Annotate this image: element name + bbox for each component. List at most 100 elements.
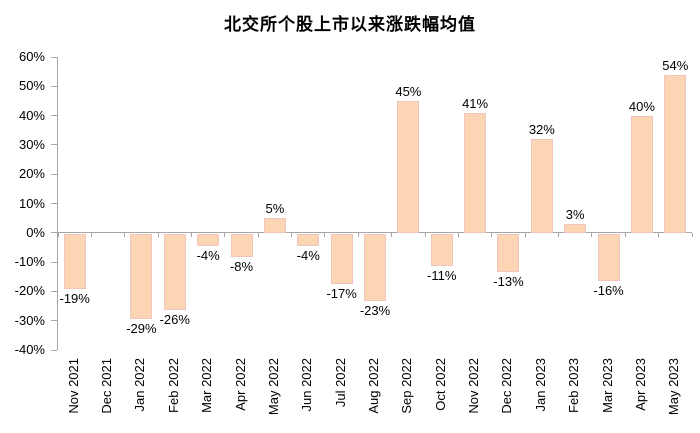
category-tick [190, 232, 192, 237]
y-axis-tick-label: 30% [18, 136, 45, 152]
bar-jan-2022 [130, 233, 153, 319]
x-axis-label-mar-2023: Mar 2023 [599, 358, 615, 413]
x-axis-label-feb-2023: Feb 2023 [566, 358, 582, 413]
y-axis-tick [51, 144, 57, 146]
bar-mar-2023 [597, 233, 620, 281]
y-axis-tick [51, 56, 57, 58]
x-axis-label-jun-2022: Jun 2022 [299, 358, 315, 412]
bar-value-label: -19% [59, 291, 90, 307]
category-tick [324, 232, 326, 237]
x-axis-zero-line [58, 232, 692, 234]
y-axis-tick-label: -20% [14, 283, 45, 299]
y-axis-tick-label: -10% [14, 254, 45, 270]
y-axis-tick-label: -30% [14, 312, 45, 328]
category-tick [124, 232, 126, 237]
bar-dec-2022 [497, 233, 520, 272]
category-tick [457, 232, 459, 237]
bar-jan-2023 [530, 139, 553, 233]
x-axis-label-nov-2021: Nov 2021 [65, 358, 81, 414]
x-axis-label-jan-2022: Jan 2022 [132, 358, 148, 412]
x-axis-label-jul-2022: Jul 2022 [332, 358, 348, 408]
y-axis-tick-label: 40% [18, 107, 45, 123]
y-axis-tick [51, 232, 57, 234]
bar-apr-2023 [630, 115, 653, 233]
bar-value-label: -4% [196, 247, 220, 263]
x-axis-label-oct-2022: Oct 2022 [432, 358, 448, 411]
y-axis-tick [51, 261, 57, 263]
category-tick [491, 232, 493, 237]
y-axis-tick [51, 290, 57, 292]
x-axis-label-dec-2021: Dec 2021 [99, 358, 115, 414]
bar-may-2023 [664, 74, 687, 233]
category-tick [157, 232, 159, 237]
category-tick [57, 232, 59, 237]
bar-oct-2022 [430, 233, 453, 267]
bar-value-label: 45% [395, 83, 422, 99]
x-axis-label-apr-2023: Apr 2023 [632, 358, 648, 411]
category-tick [658, 232, 660, 237]
bar-nov-2021 [63, 233, 86, 290]
bar-value-label: -26% [159, 311, 190, 327]
x-axis-label-may-2023: May 2023 [666, 358, 682, 416]
bar-apr-2022 [230, 233, 253, 258]
y-axis-tick-label: -40% [14, 342, 45, 357]
plot-area: -19% -29% -26% -4% -8% 5% -4% -17% -23% 45% -11% 41… [51, 56, 693, 351]
bar-value-label: -8% [229, 259, 254, 275]
category-tick [558, 232, 560, 237]
category-tick [291, 232, 293, 237]
bar-sep-2022 [397, 100, 420, 233]
category-tick [524, 232, 526, 237]
category-tick [90, 232, 92, 237]
category-tick [591, 232, 593, 237]
category-tick [357, 232, 359, 237]
bar-value-label: -11% [427, 268, 457, 284]
y-axis-tick-label: 0% [26, 224, 45, 240]
x-axis-label-feb-2022: Feb 2022 [165, 358, 181, 413]
x-axis-label-may-2022: May 2022 [265, 358, 281, 416]
bar-value-label: -4% [296, 247, 320, 263]
bar-nov-2022 [464, 112, 487, 233]
y-axis-tick [51, 349, 57, 351]
bar-value-label: 5% [265, 201, 285, 217]
x-axis-label-mar-2022: Mar 2022 [199, 358, 215, 413]
bar-value-label: 40% [628, 98, 655, 114]
category-tick [691, 232, 693, 237]
x-axis-label-nov-2022: Nov 2022 [466, 358, 482, 414]
x-axis-label-sep-2022: Sep 2022 [399, 358, 415, 414]
y-axis-tick [51, 85, 57, 87]
x-axis-label-apr-2022: Apr 2022 [232, 358, 248, 411]
chart-title: 北交所个股上市以来涨跌幅均值 [224, 15, 476, 34]
y-axis-tick [51, 320, 57, 322]
y-axis-tick-label: 10% [18, 195, 45, 211]
bar-aug-2022 [364, 233, 386, 302]
category-tick [391, 232, 393, 237]
x-axis-label-jan-2023: Jan 2023 [532, 358, 548, 412]
bar-jul-2022 [330, 233, 353, 284]
bar-mar-2022 [197, 233, 220, 246]
category-tick [257, 232, 259, 237]
bar-value-label: -17% [326, 285, 357, 301]
y-axis-tick-label: 60% [18, 49, 45, 64]
bar-value-label: 3% [565, 207, 585, 222]
x-axis-label-aug-2022: Aug 2022 [366, 358, 381, 414]
y-axis-tick [51, 173, 57, 175]
bar-feb-2022 [163, 233, 186, 310]
bar-value-label: -16% [593, 282, 624, 298]
y-axis-labels: 60% 50% 40% 30% 20% 10% 0% -10% -20% -30% -40% [0, 0, 45, 433]
category-tick [224, 232, 226, 237]
bar-jun-2022 [297, 233, 320, 246]
bar-value-label: -13% [493, 273, 524, 289]
bar-value-label: 41% [462, 95, 489, 111]
y-axis-tick-label: 50% [18, 78, 45, 94]
bar-value-label: -23% [359, 303, 391, 319]
bar-may-2022 [263, 218, 286, 233]
y-axis-tick [51, 203, 57, 204]
category-tick [424, 232, 426, 237]
bar-value-label: 32% [528, 122, 555, 138]
y-axis-tick-label: 20% [18, 166, 45, 182]
x-axis-labels: Nov 2021 Dec 2021 Jan 2022 Feb 2022 Mar 2022… [57, 350, 692, 433]
x-axis-label-dec-2022: Dec 2022 [499, 358, 515, 414]
bar-value-label: 54% [662, 57, 689, 73]
bar-value-label: -29% [126, 320, 157, 336]
